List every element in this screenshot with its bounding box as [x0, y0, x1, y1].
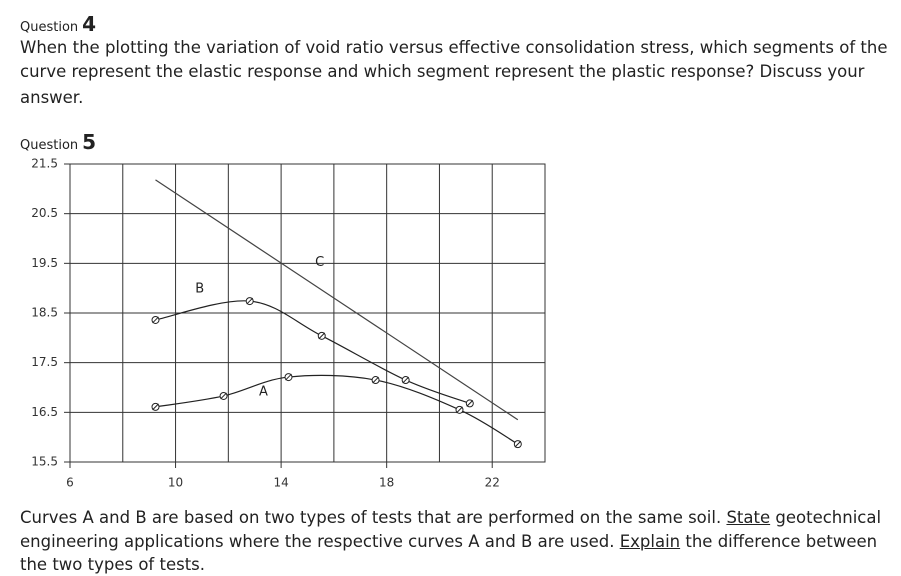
question-text: When the plotting the variation of void … [20, 38, 888, 57]
text: the difference between [680, 532, 878, 551]
y-tick-label: 15.5 [31, 455, 58, 469]
point-slash [152, 403, 159, 411]
emphasis: State [726, 508, 771, 527]
y-tick-label: 19.5 [31, 256, 58, 270]
emphasis: Explain [619, 532, 681, 551]
point-slash [466, 400, 474, 407]
question-text: answer. [20, 88, 84, 107]
point-slash [220, 392, 227, 400]
question-heading: Question 4 [20, 12, 96, 36]
question-text: Curves A and B are based on two types of… [20, 508, 881, 527]
point-slash [152, 316, 159, 324]
y-tick-label: 21.5 [31, 157, 58, 171]
curve [155, 374, 519, 445]
question-text: engineering applications where the respe… [20, 532, 877, 551]
point-slash [372, 376, 379, 384]
question-number: 5 [82, 130, 97, 154]
question-text: curve represent the elastic response and… [20, 62, 865, 81]
point-slash [318, 332, 326, 340]
curve [155, 179, 519, 421]
text: engineering applications where the respe… [20, 532, 620, 551]
x-tick-label: 18 [379, 476, 394, 490]
x-tick-label: 14 [273, 476, 288, 490]
question-label: Question [20, 20, 79, 35]
y-tick-label: 20.5 [31, 206, 58, 220]
curve-label: B [195, 282, 204, 297]
x-tick-label: 6 [66, 476, 74, 490]
text: geotechnical [770, 508, 882, 527]
y-tick-label: 16.5 [31, 405, 58, 419]
question-label: Question [20, 138, 79, 153]
curve [155, 300, 470, 404]
text: Curves A and B are based on two types of… [20, 508, 727, 527]
point-slash [514, 440, 522, 448]
curve-label: A [259, 385, 268, 400]
point-slash [456, 406, 463, 414]
point-slash [285, 373, 292, 381]
y-tick-label: 18.5 [31, 306, 58, 320]
text: the two types of tests. [20, 555, 206, 574]
x-tick-label: 10 [168, 476, 183, 490]
question-text: the two types of tests. [20, 555, 205, 574]
y-tick-label: 17.5 [31, 355, 58, 369]
x-tick-label: 22 [485, 476, 500, 490]
chart: 15.5 16.5 17.5 18.5 19.5 20.5 21.5 6 10 14 18 22 A B C [31, 157, 546, 490]
question-number: 4 [82, 12, 97, 36]
point-slash [402, 376, 410, 384]
curve-label: C [315, 255, 324, 270]
point-slash [246, 297, 254, 305]
question-heading: Question 5 [20, 130, 96, 154]
